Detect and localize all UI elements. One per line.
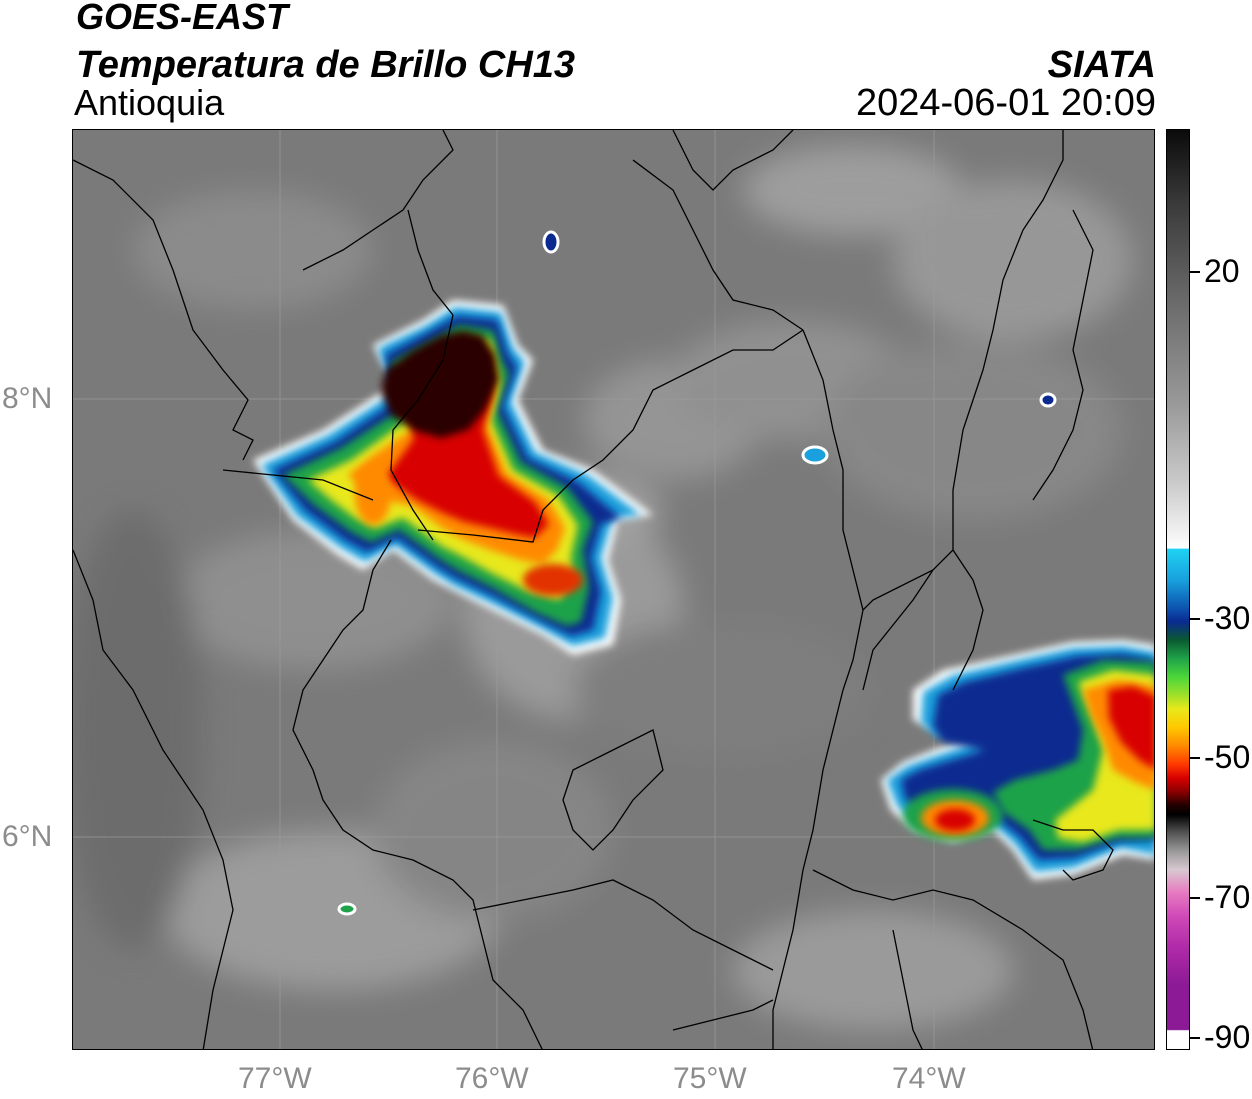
colorbar-label: -30 [1204, 600, 1251, 636]
colorbar-label: -70 [1204, 879, 1251, 915]
satellite-title: GOES-EAST [76, 0, 289, 37]
lat-label: 8°N [2, 382, 53, 415]
map-canvas [73, 130, 1154, 1049]
colorbar-tick [1190, 897, 1200, 899]
datetime-label: 2024-06-01 20:09 [855, 82, 1156, 124]
lat-label: 6°N [2, 820, 53, 853]
colorbar-tick [1190, 757, 1200, 759]
colorbar-tick [1190, 618, 1200, 620]
storm-cell-northwest [253, 300, 653, 655]
colorbar-label: -90 [1204, 1019, 1251, 1055]
region-subtitle: Antioquia [74, 82, 225, 123]
colorbar-tick [1190, 1037, 1200, 1039]
colorbar-tick [1190, 271, 1200, 273]
organization-label: SIATA [1047, 44, 1156, 86]
lon-label: 75°W [673, 1062, 747, 1095]
storm-cell-southeast [881, 640, 1154, 880]
colorbar-label: 20 [1204, 253, 1240, 289]
administrative-borders [73, 130, 1114, 1049]
colorbar-label: -50 [1204, 739, 1251, 775]
small-cells [337, 230, 1057, 916]
cloud-texture [73, 145, 1154, 1030]
satellite-map[interactable] [72, 129, 1155, 1050]
lon-label: 74°W [892, 1062, 966, 1095]
product-title: Temperatura de Brillo CH13 [76, 44, 576, 86]
lon-label: 76°W [455, 1062, 529, 1095]
lon-label: 77°W [238, 1062, 312, 1095]
temperature-colorbar [1166, 129, 1190, 1050]
